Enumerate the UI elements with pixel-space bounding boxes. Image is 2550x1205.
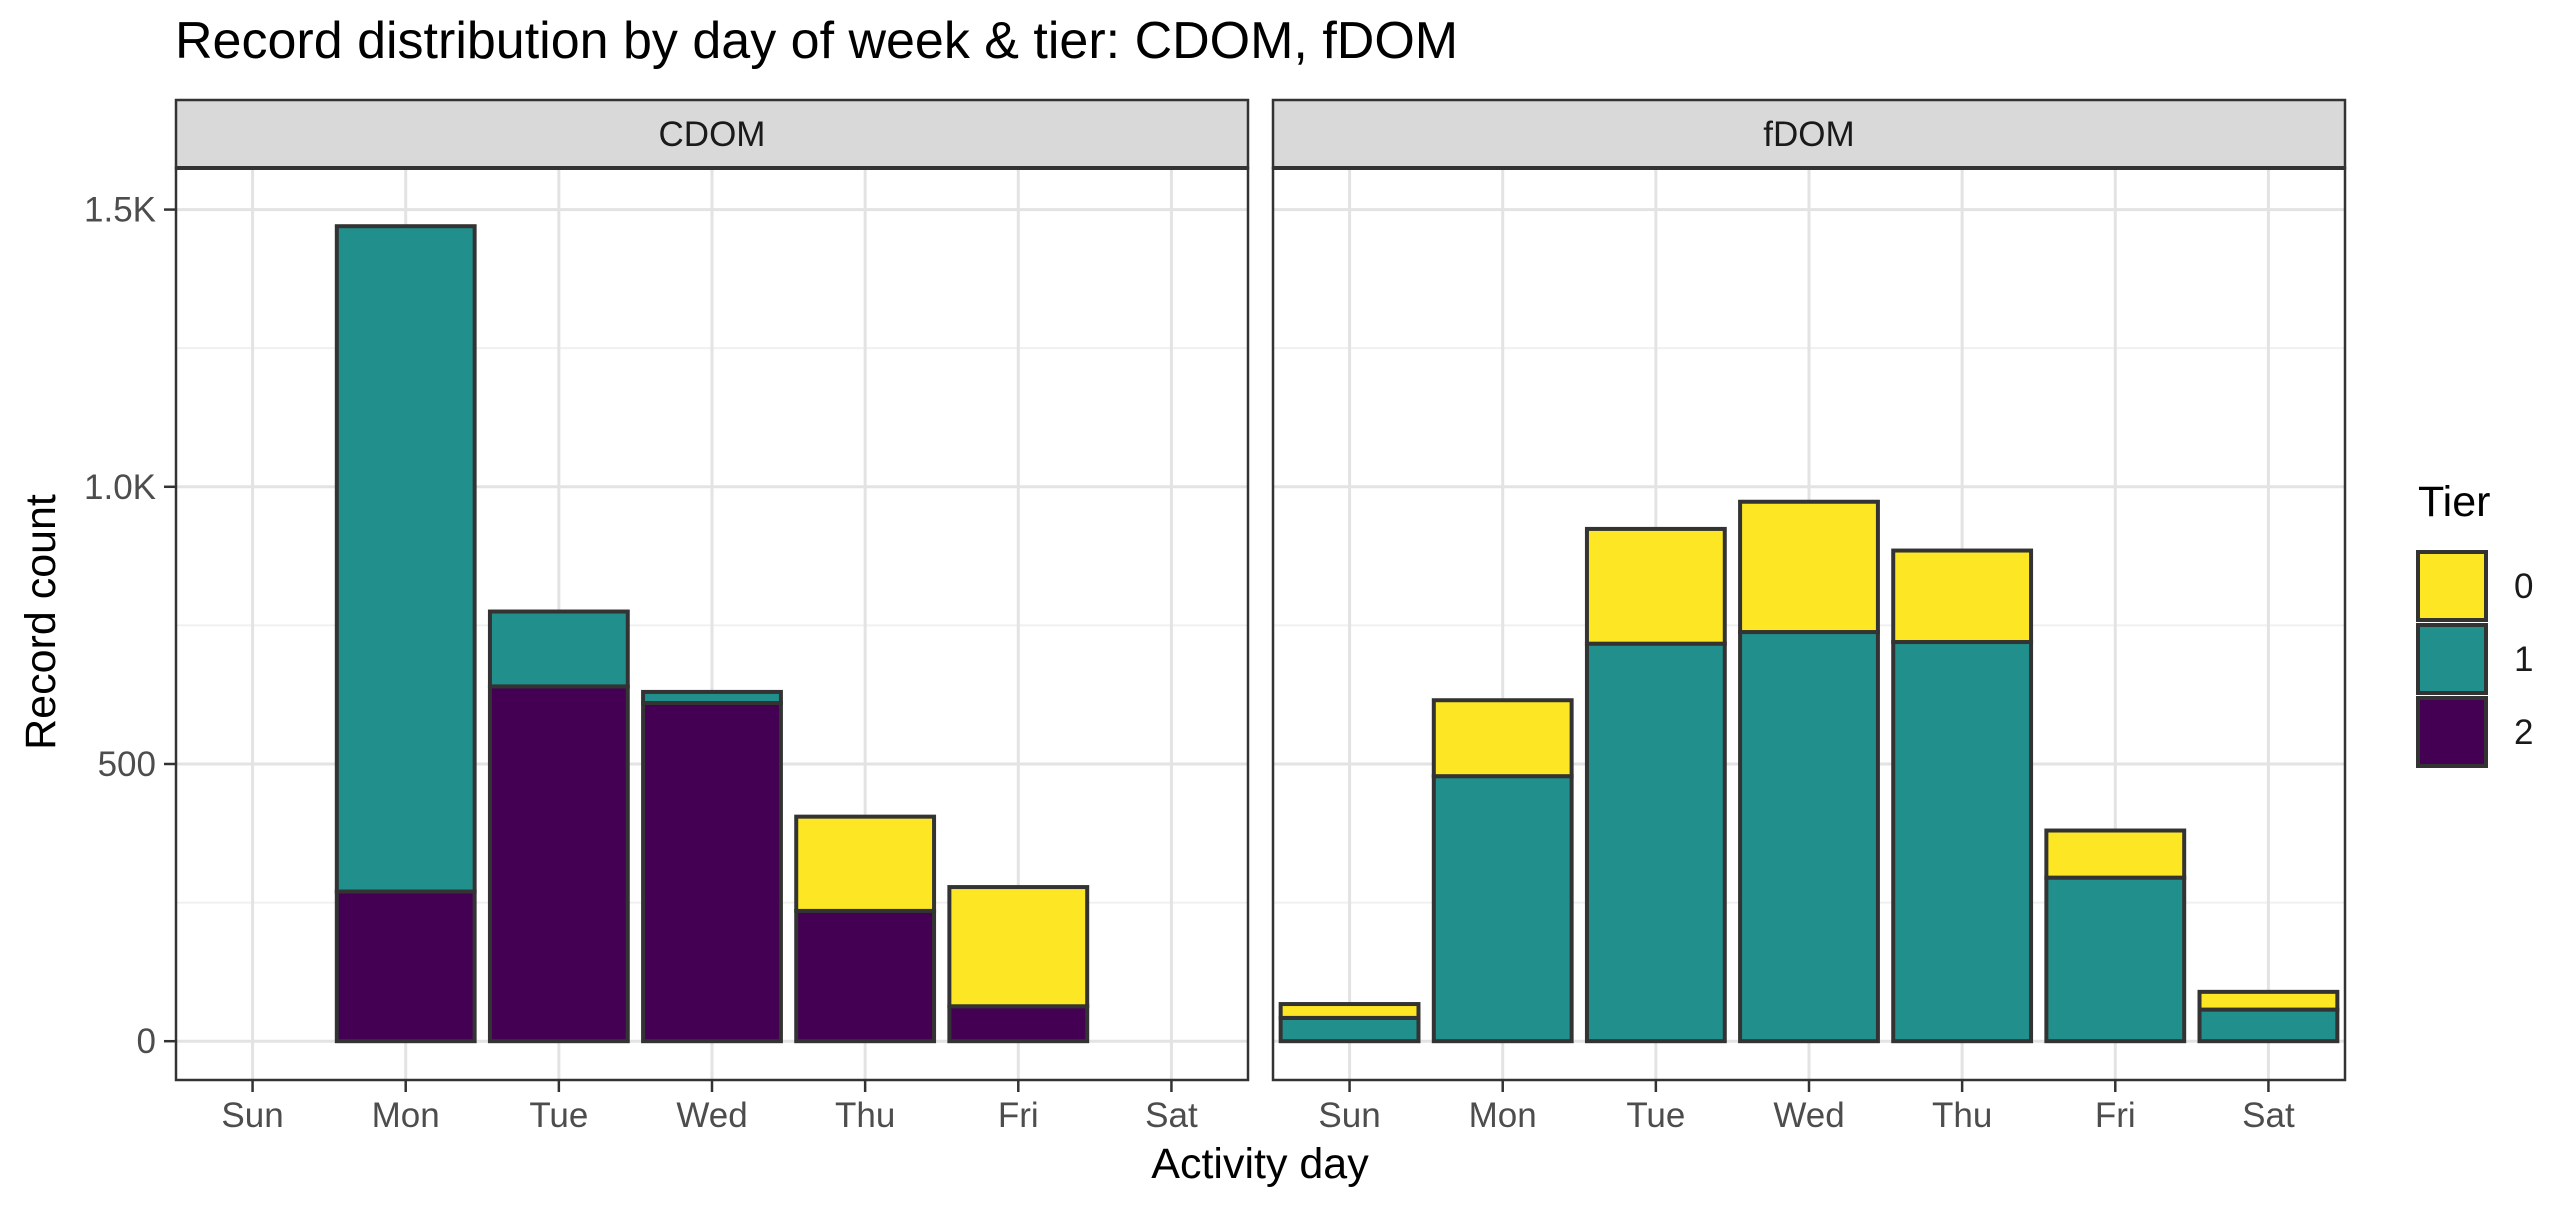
bar-cdom-wed-tier-2 [641, 701, 783, 1044]
x-tick-label: Wed [1773, 1096, 1844, 1135]
bar-fdom-fri-tier-1 [2044, 875, 2187, 1044]
legend-key-2 [2416, 696, 2488, 768]
x-tick-label: Sun [221, 1096, 283, 1135]
x-axis-label: Activity day [1151, 1140, 1369, 1188]
x-tick-label: Sat [1145, 1096, 1198, 1135]
legend-label-0: 0 [2514, 567, 2533, 606]
bar-cdom-fri-tier-0 [947, 885, 1090, 1009]
bar-cdom-thu-tier-2 [794, 908, 937, 1044]
legend-key-0 [2416, 550, 2488, 622]
legend-label-1: 1 [2514, 640, 2533, 679]
bar-fdom-thu-tier-0 [1891, 548, 2034, 645]
bar-cdom-tue-tier-2 [487, 684, 630, 1044]
bar-fdom-wed-tier-1 [1738, 630, 1880, 1044]
y-tick-label: 0 [137, 1022, 156, 1061]
bar-fdom-sun-tier-0 [1278, 1002, 1421, 1020]
legend: 0 1 2 [2416, 550, 2533, 768]
x-tick-label: Fri [998, 1096, 1039, 1135]
bar-cdom-wed-tier-1 [641, 689, 783, 706]
bar-fdom-tue-tier-0 [1584, 526, 1727, 646]
y-tick-label: 1.5K [84, 191, 156, 230]
bar-fdom-wed-tier-0 [1738, 499, 1880, 635]
facet-strip [174, 98, 1250, 170]
bar-fdom-mon-tier-0 [1431, 698, 1574, 779]
facet-strip-label: CDOM [659, 115, 766, 154]
legend-title: Tier [2418, 478, 2490, 526]
bar-cdom-fri-tier-2 [947, 1004, 1090, 1044]
bar-fdom-thu-tier-1 [1891, 640, 2034, 1044]
x-tick-label: Thu [1932, 1096, 1992, 1135]
legend-key-1 [2416, 623, 2488, 695]
panels: CDOM Sun Mon Tue Wed Thu Fri Sat 0 500 1.0K 1.5K fDO… [84, 98, 2347, 1135]
legend-label-2: 2 [2514, 713, 2533, 752]
bar-cdom-tue-tier-1 [487, 609, 630, 689]
y-tick-label: 1.0K [84, 468, 156, 507]
x-tick-label: Thu [835, 1096, 895, 1135]
bar-cdom-mon-tier-1 [334, 224, 477, 894]
bar-cdom-mon-tier-2 [334, 889, 477, 1044]
bar-fdom-tue-tier-1 [1584, 641, 1727, 1044]
facet-strip-label: fDOM [1763, 115, 1854, 154]
y-tick-label: 500 [98, 745, 156, 784]
bar-fdom-sun-tier-1 [1278, 1015, 1421, 1044]
bar-fdom-sat-tier-0 [2197, 989, 2340, 1012]
bar-fdom-fri-tier-0 [2044, 828, 2187, 880]
x-tick-label: Sun [1318, 1096, 1380, 1135]
chart-title: Record distribution by day of week & tie… [175, 12, 1458, 70]
bar-fdom-sat-tier-1 [2197, 1007, 2340, 1044]
x-tick-label: Mon [372, 1096, 440, 1135]
x-tick-label: Tue [1626, 1096, 1685, 1135]
x-tick-label: Tue [529, 1096, 588, 1135]
y-axis-label: Record count [17, 494, 65, 750]
x-tick-label: Fri [2095, 1096, 2136, 1135]
x-tick-label: Sat [2242, 1096, 2295, 1135]
panel-fdom: fDOM Sun Mon Tue Wed Thu Fri Sat [1271, 98, 2347, 1135]
x-tick-label: Mon [1469, 1096, 1537, 1135]
bar-cdom-thu-tier-0 [794, 814, 937, 913]
panel-cdom: CDOM Sun Mon Tue Wed Thu Fri Sat 0 500 1.0K 1.5K [84, 98, 1250, 1135]
facet-strip [1271, 98, 2347, 170]
bar-fdom-mon-tier-1 [1431, 774, 1574, 1044]
x-tick-label: Wed [676, 1096, 747, 1135]
